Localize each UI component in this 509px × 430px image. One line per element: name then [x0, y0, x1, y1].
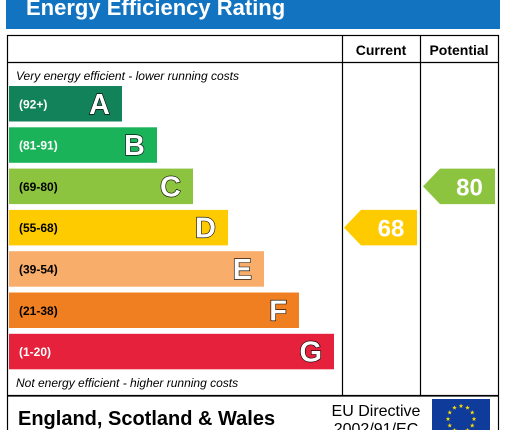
- current-header: Current: [356, 42, 407, 58]
- band-range-a: (92+): [19, 97, 47, 111]
- eu-star: [447, 410, 453, 415]
- eu-star: [471, 416, 477, 421]
- band-letter-c: C: [160, 171, 181, 203]
- band-letter-e: E: [233, 254, 252, 286]
- eu-star: [465, 405, 470, 410]
- current-rating-arrow-shape: [344, 209, 417, 246]
- eu-star: [469, 410, 475, 415]
- potential-header: Potential: [429, 42, 488, 58]
- footer-directive-line1: EU Directive: [332, 403, 421, 420]
- band-range-b: (81-91): [19, 139, 58, 153]
- footer-directive-line2: 2002/91/EC: [334, 421, 419, 430]
- eu-flag-stars: [445, 403, 477, 430]
- band-letter-g: G: [299, 337, 322, 369]
- eu-star: [458, 403, 464, 408]
- footer-region: England, Scotland & Wales: [18, 408, 275, 430]
- band-d: (55-68) D: [9, 209, 228, 246]
- band-bar-d: [9, 209, 228, 246]
- band-bar-g: [9, 333, 334, 370]
- band-letter-f: F: [269, 295, 287, 327]
- band-bar-c: [9, 168, 193, 205]
- band-range-e: (39-54): [19, 262, 58, 276]
- band-g: (1-20) G: [9, 333, 334, 370]
- band-bar-e: [9, 251, 264, 287]
- band-range-c: (69-80): [19, 180, 58, 194]
- band-letter-d: D: [195, 213, 216, 245]
- eu-star: [452, 427, 457, 430]
- band-letter-b: B: [124, 130, 145, 162]
- chart-title: Energy Efficiency Rating: [26, 0, 286, 20]
- eu-flag-icon: [432, 399, 490, 430]
- rating-arrows: 68 80: [344, 168, 495, 246]
- band-bar-a: [9, 86, 122, 122]
- eu-star: [469, 423, 475, 428]
- band-e: (39-54) E: [9, 251, 264, 287]
- current-rating-arrow: 68: [344, 209, 417, 246]
- eu-star: [447, 423, 453, 428]
- eu-star: [445, 416, 451, 421]
- band-range-f: (21-38): [19, 304, 58, 318]
- band-a: (92+) A: [9, 86, 122, 122]
- band-bar-f: [9, 292, 299, 328]
- band-range-d: (55-68): [19, 221, 58, 235]
- title-bar: Energy Efficiency Rating: [6, 0, 500, 29]
- rating-bands: (92+) A (81-91) B (69-80) C (55-68) D (39-54) E (2…: [9, 86, 334, 370]
- band-f: (21-38) F: [9, 292, 299, 328]
- bottom-note: Not energy efficient - higher running co…: [16, 376, 238, 390]
- band-b: (81-91) B: [9, 127, 157, 163]
- band-letter-a: A: [89, 89, 110, 121]
- current-rating-arrow-value: 68: [378, 216, 405, 243]
- potential-rating-arrow: 80: [423, 168, 495, 205]
- potential-rating-arrow-shape: [423, 168, 495, 205]
- potential-rating-arrow-value: 80: [456, 174, 483, 201]
- band-range-g: (1-20): [19, 345, 51, 359]
- eu-star: [452, 405, 457, 410]
- band-bar-b: [9, 127, 157, 163]
- eu-star: [465, 427, 470, 430]
- band-c: (69-80) C: [9, 168, 193, 205]
- top-note: Very energy efficient - lower running co…: [16, 69, 239, 83]
